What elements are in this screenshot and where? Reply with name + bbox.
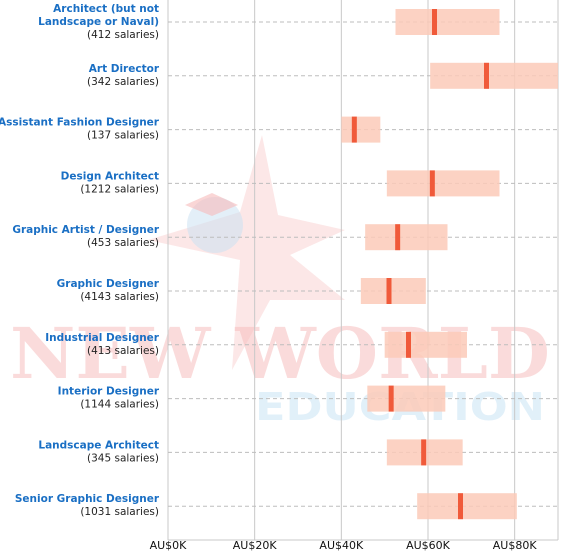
salary-row: Landscape Architect(345 salaries)	[38, 439, 558, 466]
salary-count: (342 salaries)	[87, 76, 159, 88]
median-marker	[395, 224, 401, 251]
x-tick-label: AU$80K	[493, 539, 538, 552]
job-title: Assistant Fashion Designer	[0, 117, 160, 129]
job-title: Graphic Designer	[57, 278, 160, 290]
median-marker	[351, 116, 357, 143]
job-title: Art Director	[89, 63, 160, 75]
salary-row: Graphic Artist / Designer(453 salaries)	[12, 224, 558, 251]
job-title: Graphic Artist / Designer	[12, 224, 159, 236]
job-title: Architect (but not	[53, 3, 159, 15]
salary-count: (413 salaries)	[87, 345, 159, 357]
watermark-figure-icon	[187, 197, 243, 253]
job-title: Design Architect	[61, 170, 159, 182]
salary-row: Industrial Designer(413 salaries)	[45, 331, 558, 358]
salary-range-bar	[395, 9, 500, 35]
median-marker	[458, 493, 463, 520]
median-marker	[388, 385, 394, 412]
median-marker	[406, 331, 411, 358]
median-marker	[429, 170, 435, 197]
salary-count: (137 salaries)	[87, 130, 159, 142]
watermark-star-icon	[148, 135, 345, 370]
median-marker	[432, 9, 437, 35]
salary-row: Design Architect(1212 salaries)	[61, 170, 558, 197]
salary-count: (4143 salaries)	[80, 291, 159, 303]
salary-row: Graphic Designer(4143 salaries)	[57, 278, 558, 304]
x-tick-label: AU$40K	[319, 539, 364, 552]
salary-row: Assistant Fashion Designer(137 salaries)	[0, 116, 558, 143]
job-title: Interior Designer	[58, 386, 160, 398]
salary-row: Art Director(342 salaries)	[87, 62, 558, 89]
salary-range-bar	[430, 62, 558, 89]
salary-range-bar	[417, 493, 517, 520]
job-title: Landscape or Naval)	[38, 16, 159, 28]
salary-range-bar	[341, 116, 381, 143]
salary-row: Interior Designer(1144 salaries)	[58, 385, 558, 412]
salary-count: (453 salaries)	[87, 237, 159, 249]
salary-count: (1212 salaries)	[80, 183, 159, 195]
median-marker	[386, 278, 392, 304]
graduation-cap-icon	[185, 193, 238, 216]
x-axis: AU$0K AU$20K AU$40K AU$60K AU$80K	[150, 539, 538, 552]
x-tick-label: AU$20K	[233, 539, 278, 552]
job-title: Landscape Architect	[38, 439, 159, 451]
salary-range-bar	[384, 331, 467, 358]
job-title: Senior Graphic Designer	[15, 493, 160, 505]
salary-range-bar	[367, 385, 446, 412]
x-tick-label: AU$0K	[150, 539, 188, 552]
salary-count: (412 salaries)	[87, 29, 159, 41]
x-tick-label: AU$60K	[406, 539, 451, 552]
job-title: Industrial Designer	[45, 332, 160, 344]
salary-count: (1144 salaries)	[80, 399, 159, 411]
salary-range-bar	[386, 170, 500, 197]
salary-range-bar	[360, 278, 426, 304]
salary-row: Senior Graphic Designer(1031 salaries)	[15, 493, 558, 520]
median-marker	[484, 62, 489, 89]
salary-count: (345 salaries)	[87, 452, 159, 464]
salary-count: (1031 salaries)	[80, 506, 159, 518]
median-marker	[421, 439, 427, 466]
salary-range-bar	[365, 224, 448, 251]
